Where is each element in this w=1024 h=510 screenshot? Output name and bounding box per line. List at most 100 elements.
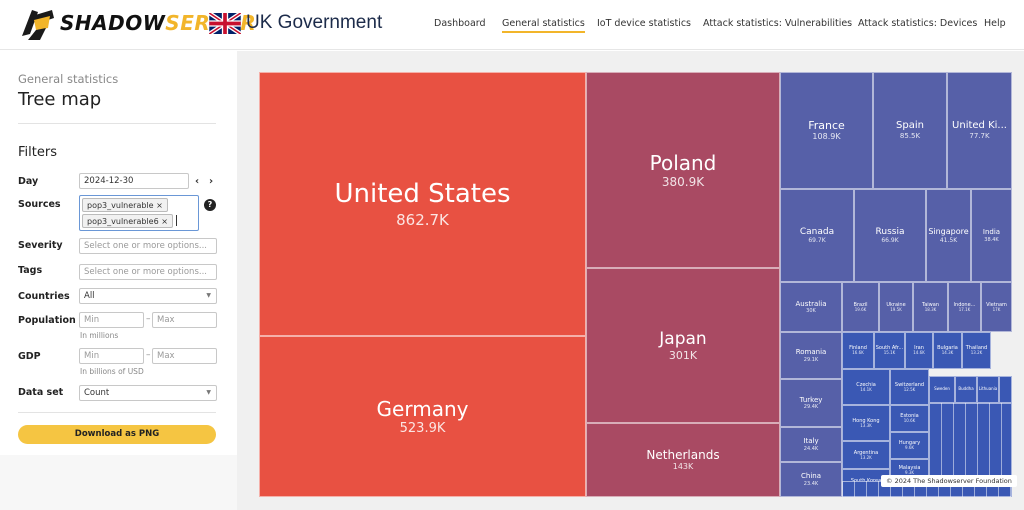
treemap-cell[interactable]: Australia 30K: [780, 282, 842, 332]
treemap-cell[interactable]: Czechia 14.1K: [842, 369, 890, 405]
treemap-cell[interactable]: Lithuania: [977, 376, 999, 403]
gdp-max-input[interactable]: Max: [152, 348, 217, 364]
treemap-cell[interactable]: Italy 24.4K: [780, 427, 842, 462]
treemap-cell[interactable]: Brazil 19.6K: [842, 282, 879, 332]
treemap-cell[interactable]: Spain 85.5K: [873, 72, 947, 189]
treemap-cell[interactable]: Germany 523.9K: [259, 336, 586, 497]
treemap-cell[interactable]: Russia 66.9K: [854, 189, 926, 282]
brand-main-text: SHADOW: [60, 11, 166, 35]
treemap-cell[interactable]: Taiwan 18.3K: [913, 282, 948, 332]
treemap-cell[interactable]: South Afr... 15.1K: [874, 332, 905, 369]
treemap-cell-value: 16.6K: [852, 350, 864, 356]
treemap-cell-value: 85.5K: [899, 132, 921, 141]
next-day-button[interactable]: ›: [209, 176, 214, 187]
remove-chip-icon[interactable]: ×: [161, 217, 168, 226]
treemap-cell[interactable]: Sweden: [929, 376, 955, 403]
tags-select[interactable]: Select one or more options...: [79, 264, 217, 280]
nav-dashboard[interactable]: Dashboard: [434, 18, 486, 29]
tags-label: Tags: [18, 265, 43, 276]
download-png-button[interactable]: Download as PNG: [18, 425, 216, 444]
chevron-down-icon: ▼: [206, 389, 211, 396]
treemap-cell[interactable]: France 108.9K: [780, 72, 873, 189]
treemap-cell-value: 10.6K: [903, 418, 916, 424]
sources-multiselect[interactable]: pop3_vulnerable × pop3_vulnerable6 ×: [79, 195, 199, 231]
gdp-min-input[interactable]: Min: [79, 348, 144, 364]
treemap-cell[interactable]: Iran 14.6K: [905, 332, 933, 369]
treemap-cell[interactable]: India 38.4K: [971, 189, 1012, 282]
treemap-cell[interactable]: Ukraine 19.5K: [879, 282, 913, 332]
treemap-cell[interactable]: United States 862.7K: [259, 72, 586, 336]
treemap-cell-value: 13.3K: [860, 422, 872, 428]
treemap-cell[interactable]: Canada 69.7K: [780, 189, 854, 282]
day-label: Day: [18, 176, 39, 187]
treemap-cell-label: Estonia: [900, 413, 919, 420]
treemap-cell-label: Turkey: [799, 395, 823, 404]
population-min-input[interactable]: Min: [79, 312, 144, 328]
treemap-cell[interactable]: Estonia 10.6K: [890, 405, 929, 432]
treemap-cell-value: 18.3K: [924, 306, 937, 312]
treemap-cell[interactable]: Bulgaria 14.3K: [933, 332, 962, 369]
treemap-small-cells[interactable]: [999, 376, 1012, 403]
treemap-cell-value: 14.6K: [913, 350, 925, 356]
treemap-cell-value: 14.1K: [860, 386, 872, 392]
treemap-cell[interactable]: United Ki... 77.7K: [947, 72, 1012, 189]
treemap-cell-label: India: [982, 228, 1001, 237]
treemap-cell-value: 17K: [992, 306, 1001, 312]
treemap-cell-label: Hungary: [898, 440, 921, 447]
treemap-cell-value: 862.7K: [396, 210, 449, 229]
treemap-cell-value: 29.4K: [803, 404, 819, 411]
treemap-cell-label: Japan: [659, 328, 707, 349]
divider: [18, 123, 216, 124]
treemap-cell-label: South Afr...: [875, 345, 904, 352]
treemap-cell[interactable]: Argentina 13.2K: [842, 441, 890, 469]
sources-label: Sources: [18, 199, 61, 210]
treemap-cell-value: 38.4K: [984, 236, 999, 243]
text-cursor: [176, 215, 177, 226]
divider: [18, 412, 216, 413]
treemap-cell-label: Romania: [795, 348, 827, 357]
treemap-cell-value: 13.2K: [860, 454, 872, 460]
treemap-cell[interactable]: Netherlands 143K: [586, 423, 780, 497]
treemap-cell[interactable]: Japan 301K: [586, 268, 780, 423]
nav-iot-device-statistics[interactable]: IoT device statistics: [597, 18, 692, 29]
treemap-cell[interactable]: China 23.4K: [780, 462, 842, 497]
treemap-cell-label: Czechia: [856, 381, 876, 388]
source-chip: pop3_vulnerable ×: [82, 198, 168, 212]
day-input[interactable]: 2024-12-30: [79, 173, 189, 189]
treemap-cell[interactable]: Thailand 13.2K: [962, 332, 991, 369]
treemap-cell-label: Brazil: [853, 301, 868, 308]
treemap-cell[interactable]: Buddha: [955, 376, 977, 403]
prev-day-button[interactable]: ‹: [195, 176, 200, 187]
treemap-cell-value: 23.4K: [803, 480, 819, 487]
treemap-cell-value: 66.9K: [881, 237, 899, 245]
remove-chip-icon[interactable]: ×: [156, 201, 163, 210]
treemap-cell[interactable]: Hungary 9.6K: [890, 432, 929, 459]
gdp-hint: In billions of USD: [80, 367, 144, 376]
treemap-cell-label: Buddha: [958, 386, 974, 392]
nav-help[interactable]: Help: [984, 18, 1006, 29]
treemap-cell-label: Russia: [875, 226, 905, 237]
treemap-cell[interactable]: Singapore 41.5K: [926, 189, 971, 282]
treemap-cell[interactable]: Poland 380.9K: [586, 72, 780, 268]
treemap-cell[interactable]: Finland 16.6K: [842, 332, 874, 369]
treemap-cell-label: Argentina: [853, 449, 879, 456]
treemap-cell-label: Netherlands: [646, 448, 720, 462]
treemap-cell-label: Canada: [799, 226, 835, 237]
help-icon[interactable]: ?: [204, 199, 216, 211]
treemap-cell[interactable]: Indone... 17.1K: [948, 282, 981, 332]
treemap-cell[interactable]: Romania 29.1K: [780, 332, 842, 379]
nav-attack-devices[interactable]: Attack statistics: Devices: [858, 18, 978, 29]
nav-attack-vulnerabilities[interactable]: Attack statistics: Vulnerabilities: [703, 18, 853, 29]
countries-select[interactable]: All ▼: [79, 288, 217, 304]
treemap-cell[interactable]: Vietnam 17K: [981, 282, 1012, 332]
treemap-cell[interactable]: Hong Kong 13.3K: [842, 405, 890, 441]
treemap-cell[interactable]: Turkey 29.4K: [780, 379, 842, 427]
treemap-small-cells[interactable]: [929, 403, 1012, 481]
nav-general-statistics[interactable]: General statistics: [502, 18, 585, 33]
severity-select[interactable]: Select one or more options...: [79, 238, 217, 254]
treemap-cell-label: China: [801, 472, 821, 481]
population-max-input[interactable]: Max: [152, 312, 217, 328]
dataset-select[interactable]: Count ▼: [79, 385, 217, 401]
treemap-cell-value: 523.9K: [399, 420, 446, 436]
treemap-cell[interactable]: Switzerland 12.5K: [890, 369, 929, 405]
